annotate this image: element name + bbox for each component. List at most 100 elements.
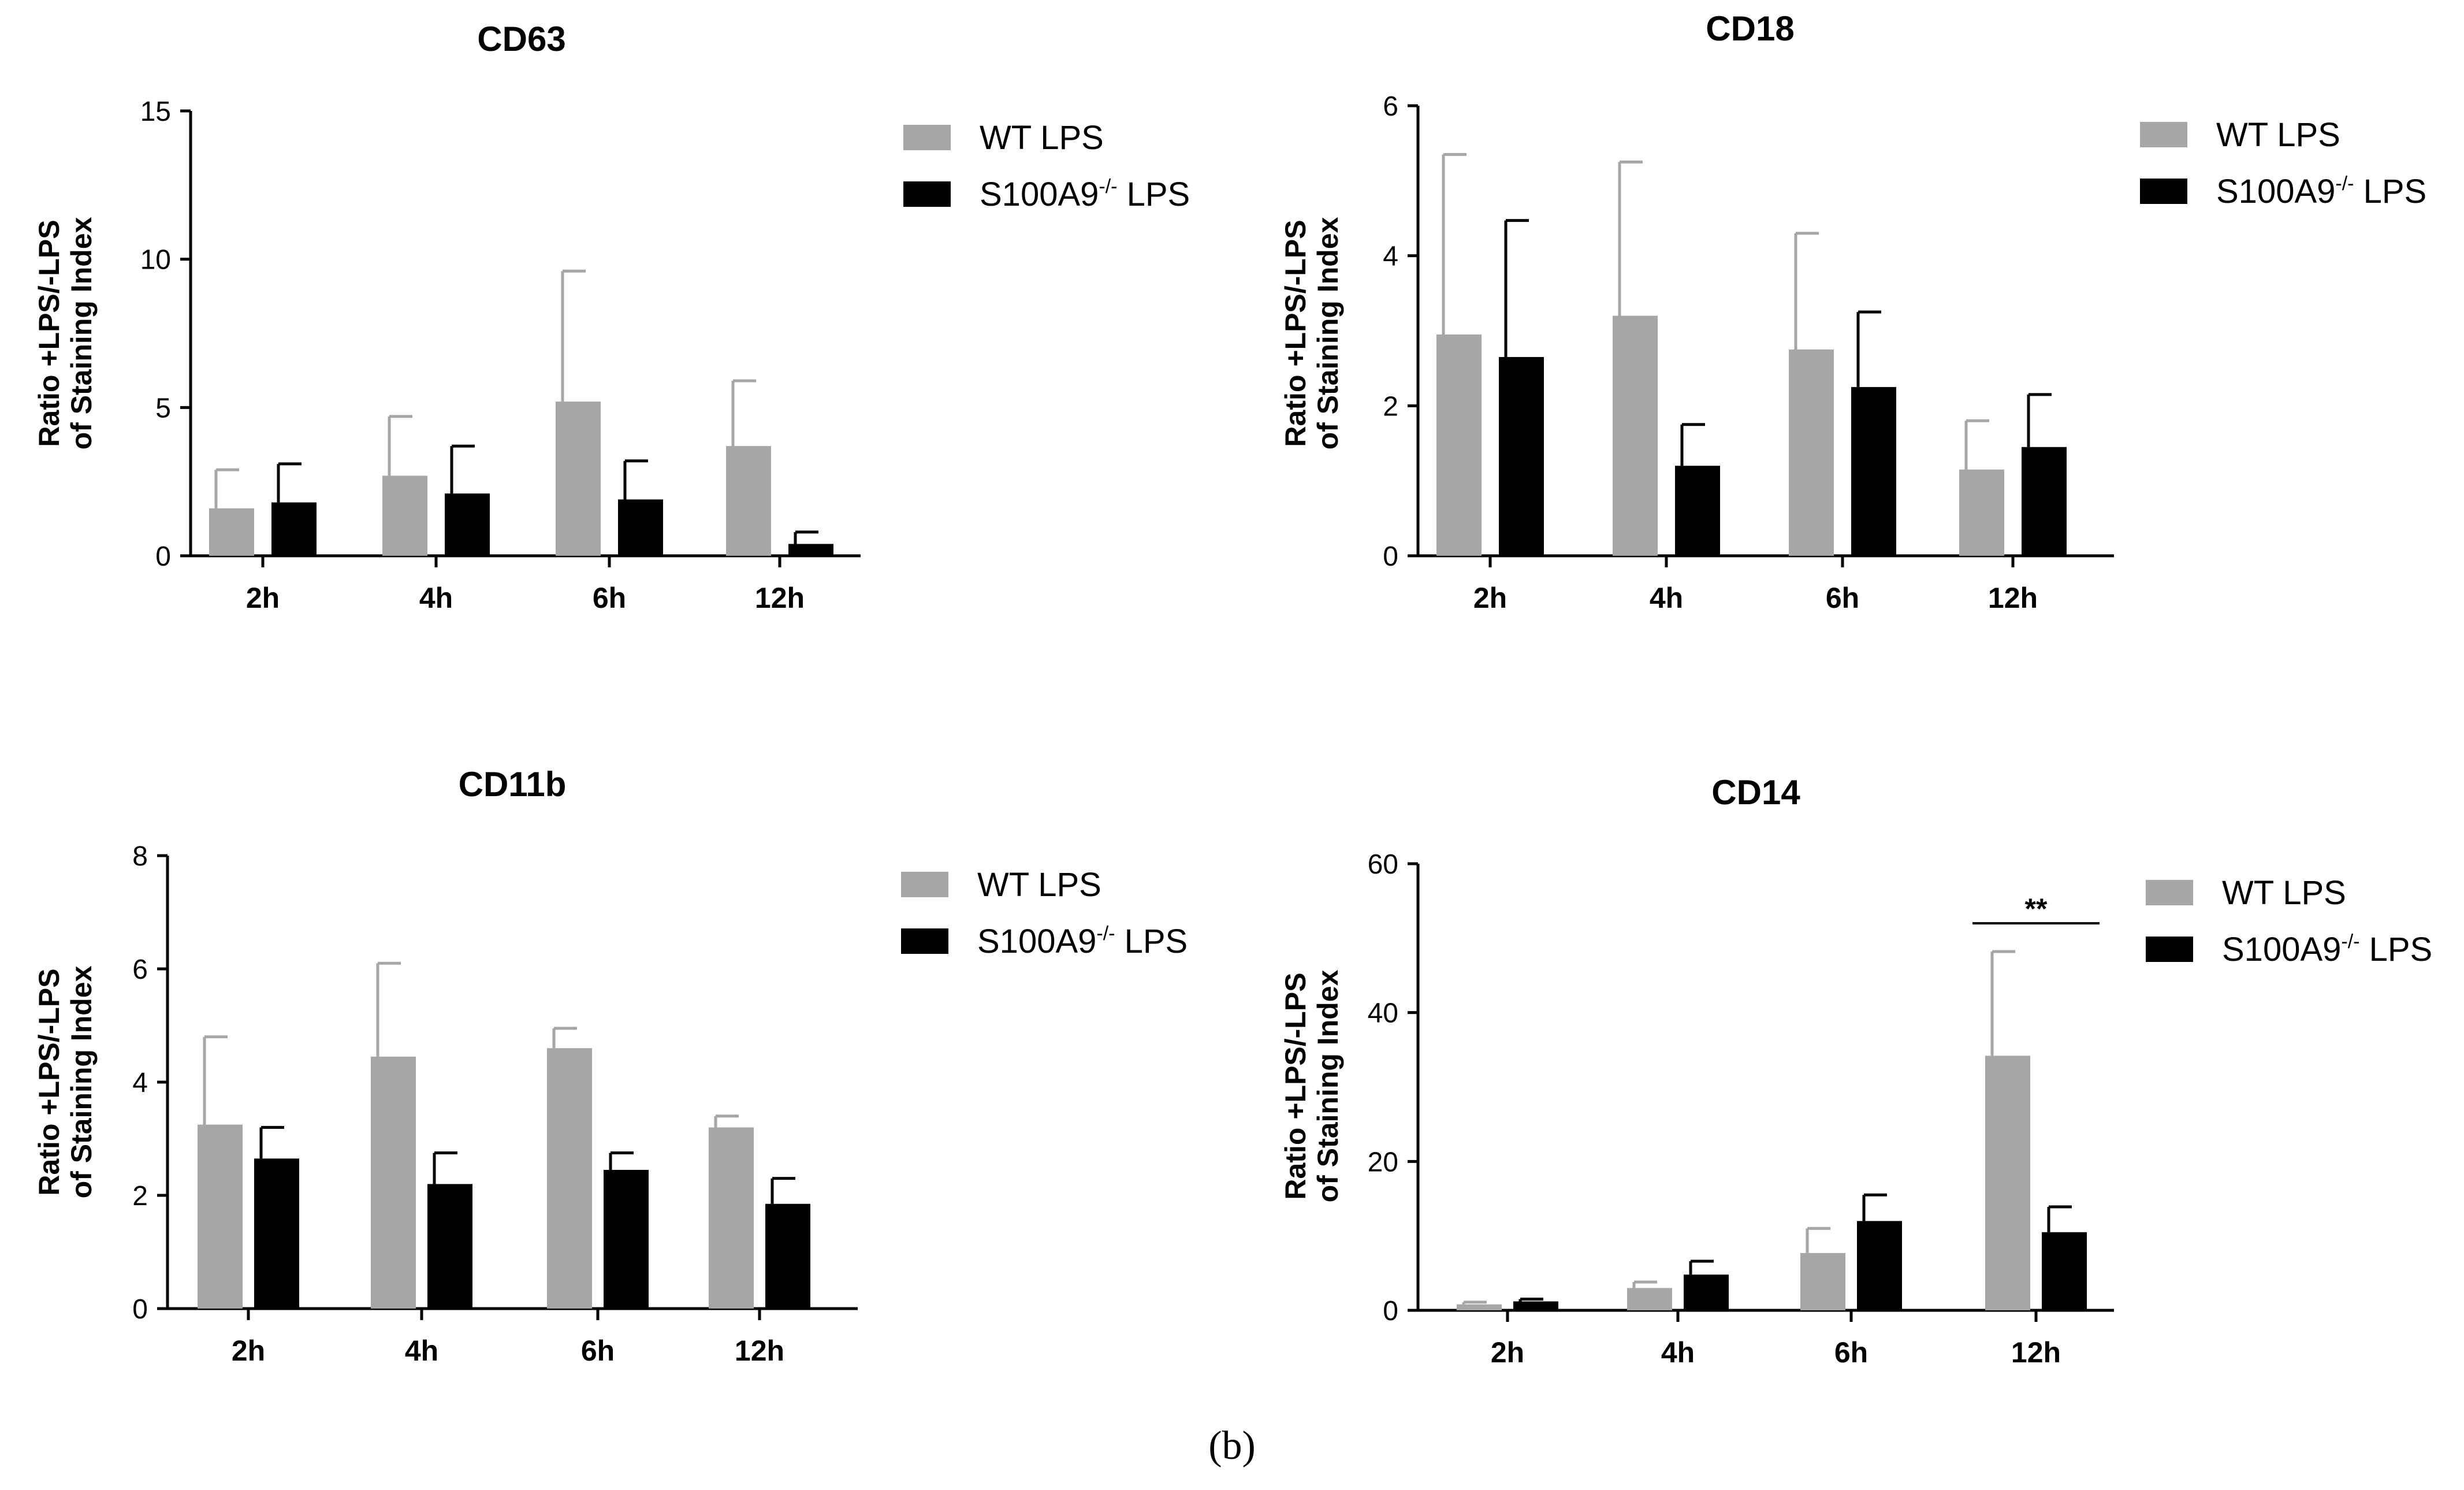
bar-ko-4h xyxy=(1684,1275,1729,1310)
bar-ko-6h xyxy=(1857,1221,1902,1310)
y-tick-label: 0 xyxy=(1383,541,1398,572)
bar-wt-4h xyxy=(382,475,427,556)
y-tick-label: 6 xyxy=(1383,91,1398,122)
bar-wt-6h xyxy=(547,1048,592,1309)
x-tick-label: 12h xyxy=(1988,582,2038,614)
bar-ko-12h xyxy=(2042,1232,2087,1310)
y-axis-label-line2: of Staining Index xyxy=(1312,969,1344,1202)
legend-label-ko-name: S100A9 xyxy=(977,923,1096,960)
y-axis-label-line1: Ratio +LPS/-LPS xyxy=(33,968,65,1195)
legend-label-wt: WT LPS xyxy=(980,119,1104,157)
chart-cd63: CD63 Ratio +LPS/-LPS of Staining Index 0 5 10… xyxy=(33,20,1190,614)
bar-wt-12h xyxy=(709,1127,754,1309)
bar-ko-2h xyxy=(271,502,317,556)
y-tick-label: 4 xyxy=(1383,241,1398,272)
bar-wt-4h xyxy=(1627,1288,1672,1310)
y-tick-label: 4 xyxy=(132,1068,148,1098)
x-tick-label: 4h xyxy=(405,1335,438,1367)
chart-title: CD14 xyxy=(1711,773,1800,812)
y-tick-label: 0 xyxy=(132,1294,148,1325)
y-axis-label: Ratio +LPS/-LPS of Staining Index xyxy=(1279,217,1344,449)
bar-ko-12h xyxy=(2022,447,2067,556)
bar-ko-12h xyxy=(765,1203,810,1309)
y-tick-label: 10 xyxy=(140,245,171,276)
legend: WT LPS S100A9-/- LPS xyxy=(2146,874,2432,968)
y-tick-label: 15 xyxy=(140,96,171,127)
bar-wt-6h xyxy=(556,402,601,556)
x-tick-label: 12h xyxy=(735,1335,784,1367)
x-tick-label: 6h xyxy=(1834,1336,1868,1369)
legend-label-ko-suffix: LPS xyxy=(1115,923,1188,960)
legend-label-ko-sup: -/- xyxy=(2335,173,2354,195)
y-tick-label: 60 xyxy=(1368,849,1398,880)
bar-wt-4h xyxy=(1613,315,1658,556)
legend: WT LPS S100A9-/- LPS xyxy=(2140,116,2426,210)
legend-swatch-wt xyxy=(901,872,948,897)
x-tick-label: 2h xyxy=(1473,582,1507,614)
x-tick-label: 4h xyxy=(1650,582,1683,614)
y-axis-label: Ratio +LPS/-LPS of Staining Index xyxy=(1279,969,1344,1202)
legend-label-ko-name: S100A9 xyxy=(2216,173,2335,210)
x-tick-label: 4h xyxy=(419,582,453,614)
x-tick-label: 2h xyxy=(246,582,280,614)
legend-swatch-wt xyxy=(2140,122,2187,147)
y-axis-label: Ratio +LPS/-LPS of Staining Index xyxy=(33,965,98,1198)
y-tick-label: 8 xyxy=(132,841,148,872)
legend-label-ko-suffix: LPS xyxy=(2360,931,2433,968)
legend-label-ko: S100A9-/- LPS xyxy=(2216,173,2426,210)
y-tick-label: 0 xyxy=(155,541,171,572)
y-tick-label: 40 xyxy=(1368,998,1398,1029)
legend-label-ko: S100A9-/- LPS xyxy=(2222,931,2432,968)
bar-wt-2h xyxy=(1436,334,1482,556)
x-tick-label: 2h xyxy=(232,1335,265,1367)
legend-label-ko-sup: -/- xyxy=(2341,931,2359,953)
bar-ko-6h xyxy=(1851,387,1896,556)
bar-wt-6h xyxy=(1800,1253,1845,1310)
chart-title: CD63 xyxy=(477,20,565,58)
bar-ko-12h xyxy=(788,544,833,556)
legend-label-ko-sup: -/- xyxy=(1096,923,1115,945)
legend-swatch-wt xyxy=(903,125,951,150)
bar-ko-6h xyxy=(618,499,663,556)
legend-swatch-ko xyxy=(903,181,951,207)
y-axis-label: Ratio +LPS/-LPS of Staining Index xyxy=(33,217,98,449)
y-axis-label-line2: of Staining Index xyxy=(1312,217,1344,449)
chart-title: CD18 xyxy=(1706,9,1794,48)
x-tick-label: 12h xyxy=(755,582,805,614)
x-tick-label: 12h xyxy=(2011,1336,2061,1369)
bar-wt-12h xyxy=(726,446,771,556)
y-axis-label-line2: of Staining Index xyxy=(65,965,98,1198)
y-tick-label: 2 xyxy=(132,1181,148,1212)
bar-wt-2h xyxy=(198,1124,243,1309)
significance-label: ** xyxy=(2025,893,2048,925)
y-tick-label: 0 xyxy=(1383,1296,1398,1326)
y-tick-label: 5 xyxy=(155,393,171,423)
legend-label-ko-name: S100A9 xyxy=(980,176,1099,213)
bar-wt-2h xyxy=(1457,1304,1502,1310)
bar-wt-2h xyxy=(209,508,254,556)
y-axis-label-line1: Ratio +LPS/-LPS xyxy=(1279,220,1312,447)
bar-ko-2h xyxy=(1513,1301,1558,1310)
y-axis-label-line2: of Staining Index xyxy=(65,217,98,449)
legend-label-wt: WT LPS xyxy=(2222,874,2346,912)
bar-wt-4h xyxy=(371,1056,416,1309)
legend: WT LPS S100A9-/- LPS xyxy=(903,119,1190,213)
legend-swatch-wt xyxy=(2146,880,2193,905)
y-axis-label-line1: Ratio +LPS/-LPS xyxy=(1279,972,1312,1199)
chart-cd11b: CD11b Ratio +LPS/-LPS of Staining Index 0 2 4… xyxy=(33,765,1188,1367)
legend-swatch-ko xyxy=(901,928,948,954)
chart-cd18: CD18 Ratio +LPS/-LPS of Staining Index 0 2 4 6… xyxy=(1279,9,2426,614)
bar-ko-4h xyxy=(427,1184,472,1309)
bar-wt-12h xyxy=(1985,1056,2030,1310)
legend-swatch-ko xyxy=(2146,937,2193,962)
x-tick-label: 2h xyxy=(1491,1336,1524,1369)
bar-wt-6h xyxy=(1789,349,1834,556)
chart-title: CD11b xyxy=(459,765,567,804)
bar-ko-6h xyxy=(604,1169,649,1309)
bar-wt-12h xyxy=(1959,469,2004,556)
x-tick-label: 4h xyxy=(1661,1336,1695,1369)
legend: WT LPS S100A9-/- LPS xyxy=(901,866,1188,960)
bar-ko-4h xyxy=(1675,466,1720,556)
figure-caption: (b) xyxy=(1208,1424,1256,1468)
